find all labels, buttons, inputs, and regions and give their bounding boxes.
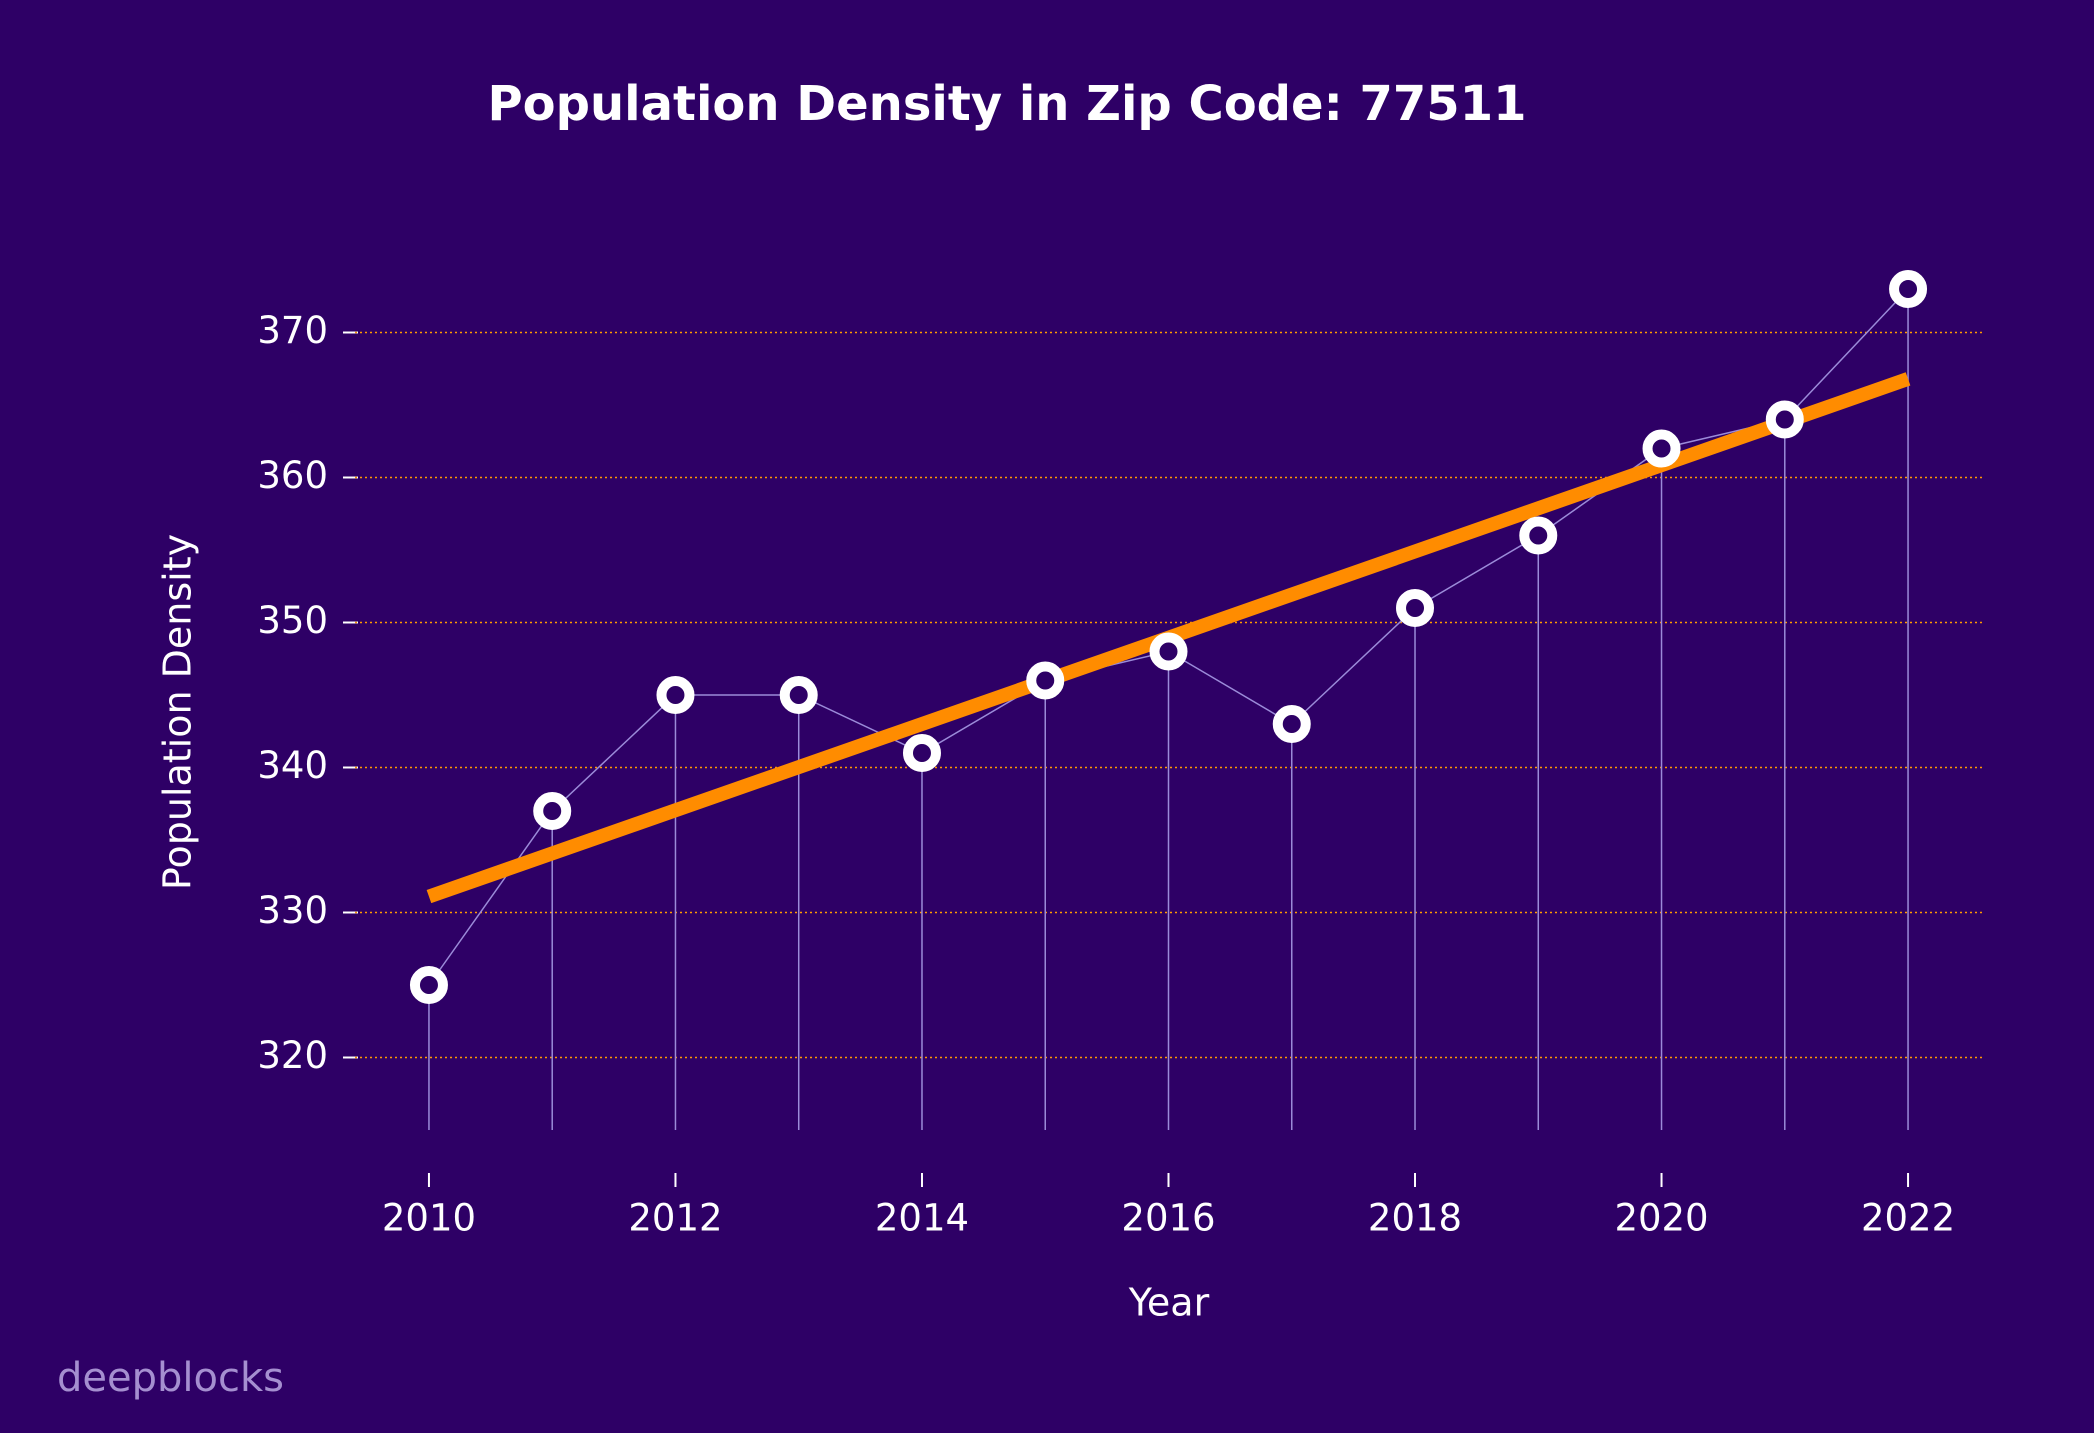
marker	[1396, 589, 1435, 627]
x-tick-label: 2020	[1614, 1197, 1708, 1240]
x-axis-label: Year	[1128, 1281, 1210, 1325]
marker	[656, 676, 695, 714]
y-tick-label: 330	[257, 889, 328, 932]
marker	[1889, 270, 1928, 308]
marker	[533, 792, 572, 830]
x-tick-label: 2010	[382, 1197, 476, 1240]
marker	[409, 966, 448, 1004]
marker	[1519, 516, 1558, 555]
marker	[1765, 400, 1804, 439]
y-tick-label: 320	[257, 1034, 328, 1077]
x-tick-label: 2016	[1121, 1197, 1215, 1240]
x-tick-label: 2014	[875, 1197, 969, 1240]
x-tick-label: 2018	[1368, 1197, 1462, 1240]
y-axis-label: Population Density	[156, 534, 200, 890]
chart-title: Population Density in Zip Code: 77511	[487, 76, 1526, 132]
x-tick-label: 2012	[628, 1197, 722, 1240]
marker	[1272, 705, 1311, 743]
marker	[779, 676, 818, 714]
watermark: deepblocks	[57, 1355, 284, 1401]
marker	[1026, 661, 1065, 700]
y-tick-label: 360	[257, 454, 328, 497]
y-tick-label: 350	[257, 599, 328, 642]
x-tick-label: 2022	[1861, 1197, 1955, 1240]
y-tick-label: 340	[257, 744, 328, 787]
marker	[902, 734, 941, 772]
y-tick-label: 370	[257, 309, 328, 352]
marker	[1642, 429, 1681, 468]
marker	[1149, 632, 1188, 671]
